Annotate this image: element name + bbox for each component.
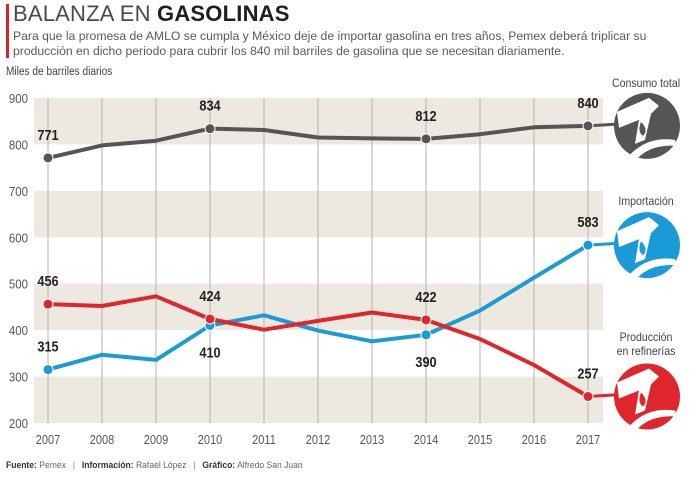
info-value: Rafael López [136,460,187,471]
nozzle-body [617,97,659,144]
y-tick-label: 700 [9,184,28,199]
nozzle-handle-hole [639,241,646,256]
data-point [42,152,54,164]
nozzle-handle-hole [639,121,646,136]
legend-consumo-total: Consumo total [611,76,681,90]
nozzle-body [617,368,659,415]
data-point [420,329,432,341]
data-label: 583 [577,213,598,230]
x-tick-label: 2012 [306,433,330,447]
credits-footer: Fuente: Pemex | Información: Rafael Lópe… [6,460,303,471]
hose-curve [629,258,677,279]
gas-pump-nozzle-icon [614,92,680,159]
y-tick-label: 500 [9,277,28,292]
data-label: 422 [415,288,436,305]
data-label: 390 [415,353,436,370]
separator: | [193,460,196,471]
legend-produccion-line2: en refinerías [616,344,676,358]
series-line-0 [46,123,590,160]
y-axis-label: Miles de barriles diarios [6,66,113,78]
data-point [582,120,594,132]
x-tick-label: 2016 [522,433,547,447]
title-accent-bar [6,4,9,58]
graphic-label: Gráfico: [202,460,236,471]
data-point [42,298,54,310]
data-label: 410 [199,343,220,360]
data-label: 257 [577,365,598,382]
title-light: BALANZA EN [13,1,158,26]
data-point [204,313,216,325]
chart-subtitle: Para que la promesa de AMLO se cumpla y … [13,29,647,58]
x-tick-label: 2014 [414,433,439,447]
separator: | [72,460,75,471]
x-tick-label: 2008 [90,433,115,447]
nozzle-handle-hole [639,392,646,407]
x-tick-label: 2013 [360,433,385,447]
x-tick-label: 2011 [252,433,276,447]
legend-produccion-line1: Producción [619,330,673,344]
info-label: Información: [81,460,134,471]
chart-title: BALANZA EN GASOLINAS [13,2,290,26]
y-tick-label: 900 [9,91,28,106]
data-point [420,314,432,326]
source-value: Pemex [39,460,66,471]
x-tick-label: 2017 [576,433,600,447]
y-tick-label: 800 [9,138,28,153]
data-point [42,364,54,376]
gas-pump-nozzle-icon [614,212,680,279]
legend-produccion: Producción en refinerías [604,330,688,358]
hose-curve [629,139,677,159]
data-label: 812 [415,107,436,124]
series-line-2 [46,294,590,399]
data-point [582,391,594,403]
title-bold: GASOLINAS [157,1,290,26]
data-label: 424 [199,287,220,304]
gas-pump-nozzle-icon [614,363,680,430]
series-line-1 [46,243,590,372]
source-label: Fuente: [6,460,37,471]
nozzle-body [617,217,659,264]
x-tick-label: 2009 [144,433,168,447]
y-tick-label: 200 [9,416,28,431]
x-tick-label: 2010 [198,433,223,447]
data-label: 315 [37,338,58,355]
graphic-value: Alfredo San Juan [237,460,303,471]
y-tick-label: 400 [9,323,28,338]
data-point [582,239,594,251]
data-point [420,133,432,145]
x-tick-label: 2007 [36,433,60,447]
data-label: 834 [199,97,220,114]
data-point [204,123,216,135]
data-label: 771 [37,126,58,143]
y-tick-label: 300 [9,370,28,385]
data-label: 840 [577,94,598,111]
y-tick-label: 600 [9,231,28,246]
data-label: 456 [37,272,58,289]
x-tick-label: 2015 [468,433,493,447]
legend-importacion: Importación [618,194,674,208]
hose-curve [629,409,677,430]
